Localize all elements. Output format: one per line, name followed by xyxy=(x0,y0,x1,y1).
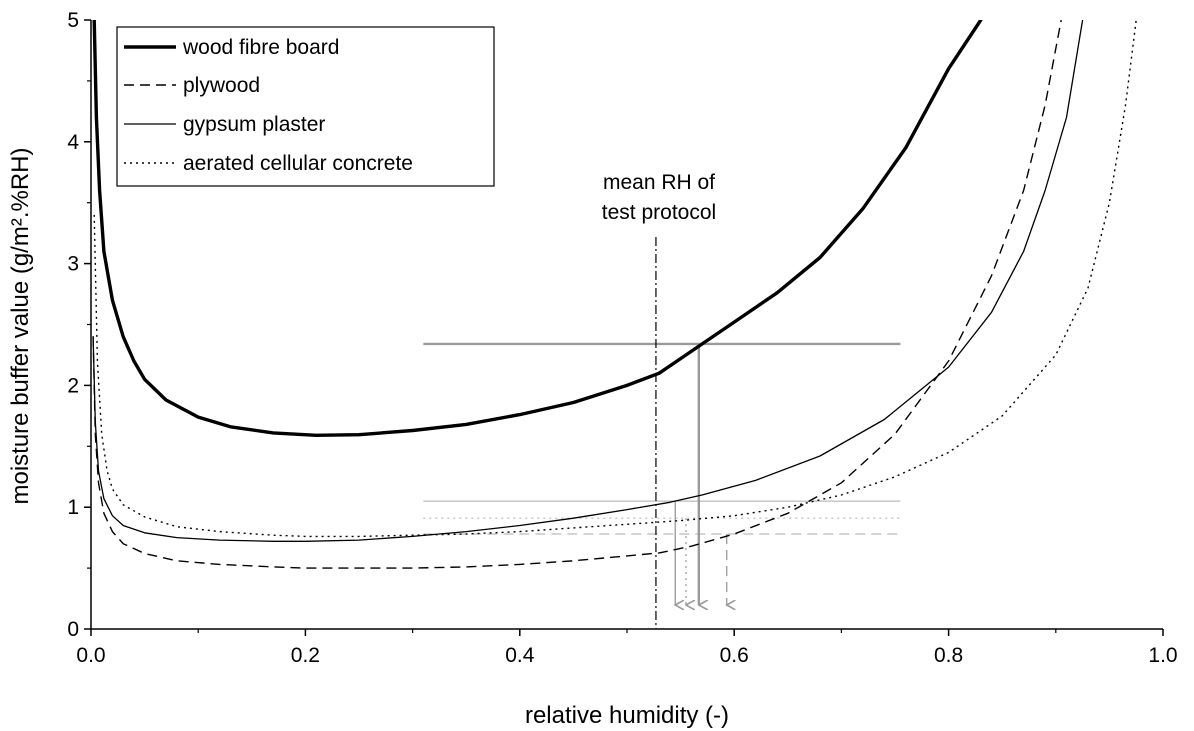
y-tick-label: 1 xyxy=(67,496,79,519)
markers-layer xyxy=(423,237,901,629)
series-line-aerated-cellular-concrete xyxy=(93,20,1137,538)
annotation-line-1: mean RH of xyxy=(603,171,715,194)
y-tick-label: 4 xyxy=(67,131,79,154)
series-layer xyxy=(92,20,1137,569)
x-tick-label: 0.4 xyxy=(505,644,535,667)
series-line-gypsum-plaster xyxy=(92,20,1084,542)
x-axis-title: relative humidity (-) xyxy=(525,702,729,729)
legend: wood fibre board plywood gypsum plaster … xyxy=(116,26,495,187)
legend-box xyxy=(116,26,495,187)
legend-label-wood-fibre-board: wood fibre board xyxy=(182,36,339,59)
y-tick-label: 2 xyxy=(67,374,79,397)
annotation-line-2: test protocol xyxy=(602,201,716,224)
x-tick-label: 0.6 xyxy=(720,644,749,667)
y-axis-title: moisture buffer value (g/m².%RH) xyxy=(7,148,34,505)
y-tick-label: 3 xyxy=(67,253,79,276)
y-tick-label: 0 xyxy=(67,618,79,641)
reference-annotation: mean RH of test protocol xyxy=(602,171,716,224)
legend-label-plywood: plywood xyxy=(183,74,260,97)
axes-layer: 0.0 0.2 0.4 0.6 0.8 1.0 0 1 2 3 4 5 xyxy=(67,9,1177,667)
legend-label-gypsum-plaster: gypsum plaster xyxy=(183,113,325,136)
x-tick-label: 1.0 xyxy=(1148,644,1177,667)
x-tick-label: 0.8 xyxy=(934,644,963,667)
y-tick-label: 5 xyxy=(67,9,79,32)
legend-label-aerated-cellular-concrete: aerated cellular concrete xyxy=(183,152,413,175)
x-tick-label: 0.0 xyxy=(76,644,105,667)
x-tick-label: 0.2 xyxy=(291,644,320,667)
series-line-wood-fibre-board xyxy=(92,20,983,437)
